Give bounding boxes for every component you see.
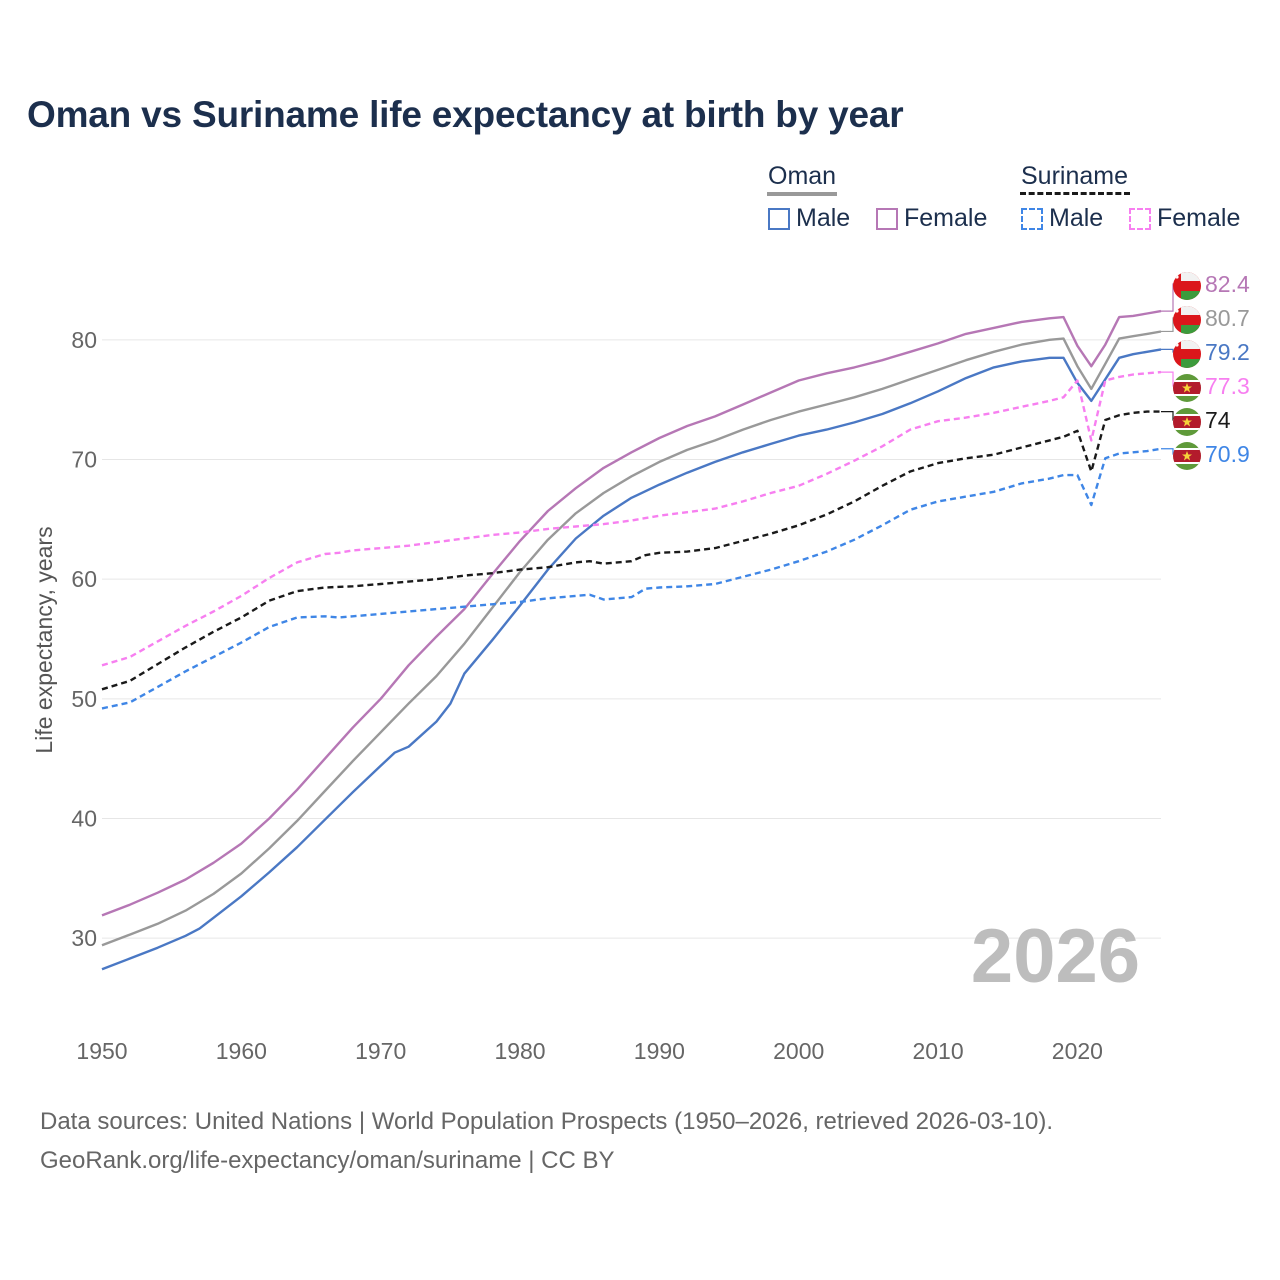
x-tick-label: 2000 — [773, 1038, 824, 1064]
y-axis-label: Life expectancy, years — [31, 526, 57, 753]
oman-flag-icon — [1173, 340, 1201, 368]
legend-suriname-female-label: Female — [1157, 204, 1241, 232]
y-tick-label: 70 — [71, 447, 97, 473]
legend-suriname-line — [1020, 192, 1130, 195]
x-tick-label: 2010 — [912, 1038, 963, 1064]
legend-oman-female-swatch — [876, 207, 898, 230]
series-line-oman_female — [101, 309, 1162, 917]
x-tick-label: 1950 — [76, 1038, 127, 1064]
y-tick-label: 60 — [71, 566, 97, 592]
legend-suriname-male[interactable]: Male — [1021, 204, 1103, 233]
legend-suriname-female-swatch — [1129, 207, 1151, 230]
legend-oman-line — [767, 192, 837, 196]
series-lines — [101, 309, 1162, 971]
end-labels: 82.4 80.7 79.2 77.3 74 70.9 — [1161, 271, 1250, 470]
legend-oman-female-label: Female — [904, 204, 988, 232]
end-label-oman_total: 80.7 — [1205, 305, 1250, 331]
x-tick-label: 1960 — [216, 1038, 267, 1064]
y-tick-label: 50 — [71, 686, 97, 712]
suriname-flag-icon — [1173, 374, 1201, 402]
suriname-flag-icon — [1173, 408, 1201, 436]
y-tick-label: 80 — [71, 327, 97, 353]
legend-oman-male-swatch — [768, 207, 790, 230]
chart-title: Oman vs Suriname life expectancy at birt… — [27, 94, 904, 135]
series-line-oman_male — [101, 348, 1162, 971]
series-line-oman_total — [101, 330, 1162, 947]
legend-suriname-female[interactable]: Female — [1129, 204, 1240, 233]
x-tick-label: 1980 — [494, 1038, 545, 1064]
source-line-1: Data sources: United Nations | World Pop… — [40, 1108, 1054, 1135]
end-label-suriname_female: 77.3 — [1205, 373, 1250, 399]
legend-oman-male[interactable]: Male — [768, 204, 850, 233]
x-tick-label: 1970 — [355, 1038, 406, 1064]
legend-oman-male-label: Male — [796, 204, 851, 232]
oman-flag-icon — [1173, 272, 1201, 300]
end-label-suriname_male: 70.9 — [1205, 441, 1250, 467]
x-tick-label: 2020 — [1052, 1038, 1103, 1064]
suriname-flag-icon — [1173, 442, 1201, 470]
legend-suriname-heading: Suriname — [1021, 162, 1128, 190]
series-line-suriname_male — [101, 447, 1162, 710]
end-label-oman_female: 82.4 — [1205, 271, 1250, 297]
y-tick-label: 40 — [71, 806, 97, 832]
legend-oman-female[interactable]: Female — [876, 204, 987, 233]
oman-flag-icon — [1173, 306, 1201, 334]
series-line-suriname_female — [101, 370, 1162, 667]
end-label-oman_male: 79.2 — [1205, 339, 1250, 365]
series-line-suriname_total — [101, 410, 1161, 691]
grid: 30 40 50 60 70 80 1950 1960 1970 1980 1990 2000 2010… — [71, 327, 1161, 1064]
source-line-2: GeoRank.org/life-expectancy/oman/surinam… — [40, 1147, 615, 1174]
end-label-suriname_total: 74 — [1205, 407, 1231, 433]
legend-oman-heading: Oman — [768, 162, 837, 190]
legend-suriname-male-swatch — [1021, 207, 1043, 230]
year-watermark: 2026 — [971, 914, 1140, 999]
y-tick-label: 30 — [71, 925, 97, 951]
x-tick-label: 1990 — [634, 1038, 685, 1064]
legend-suriname-male-label: Male — [1049, 204, 1104, 232]
